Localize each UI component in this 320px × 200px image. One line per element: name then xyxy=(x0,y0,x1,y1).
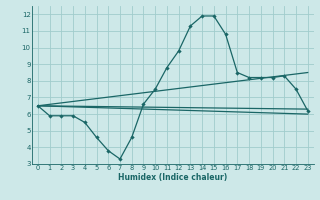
X-axis label: Humidex (Indice chaleur): Humidex (Indice chaleur) xyxy=(118,173,228,182)
